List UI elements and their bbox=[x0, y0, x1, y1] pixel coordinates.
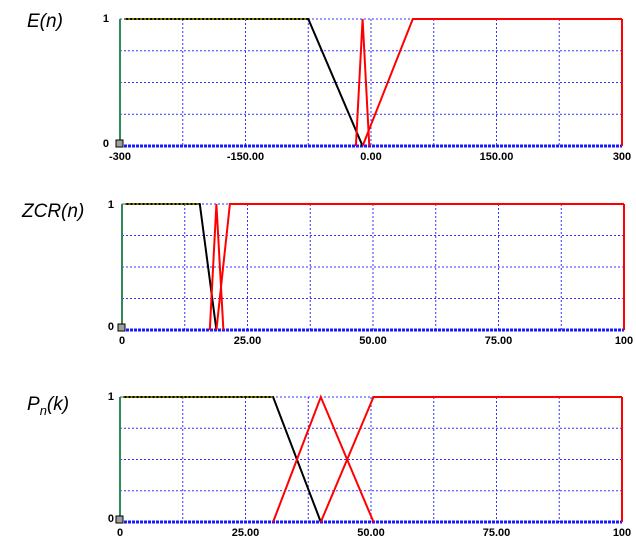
energy-series-1 bbox=[354, 18, 371, 147]
power-xtick-label: 25.00 bbox=[232, 527, 260, 539]
zcr-xticks: 0 25.00 50.00 75.00 100 bbox=[119, 335, 633, 347]
zcr-ytick-1: 1 bbox=[108, 199, 114, 211]
power-series-1 bbox=[272, 394, 375, 523]
energy-xticks: -300 -150.00 0.00 150.00 300 bbox=[109, 151, 631, 163]
energy-xtick-label: -300 bbox=[109, 151, 131, 163]
power-ylabel-main: P bbox=[27, 394, 40, 415]
energy-grid bbox=[115, 18, 622, 148]
power-ylabel-suffix: (k) bbox=[47, 394, 69, 415]
zcr-origin-marker bbox=[117, 323, 126, 332]
energy-xtick-label: 300 bbox=[613, 151, 631, 163]
zcr-xtick-label: 50.00 bbox=[359, 335, 387, 347]
energy-xtick-label: -150.00 bbox=[227, 151, 264, 163]
energy-xtick-label: 0.00 bbox=[360, 151, 381, 163]
zcr-xtick-label: 75.00 bbox=[485, 335, 513, 347]
power-xtick-label: 0 bbox=[117, 527, 123, 539]
zcr-ytick-0: 0 bbox=[108, 321, 114, 333]
energy-ylabel: E(n) bbox=[27, 11, 63, 32]
panel-energy: E(n) 1 0 -300 -150.00 0.00 150.00 300 bbox=[27, 11, 631, 163]
power-xtick-label: 75.00 bbox=[483, 527, 511, 539]
power-ylabel-sub: n bbox=[40, 403, 47, 418]
zcr-series bbox=[124, 203, 625, 331]
zcr-xtick-label: 100 bbox=[615, 335, 633, 347]
power-xtick-label: 100 bbox=[613, 527, 631, 539]
zcr-grid bbox=[117, 203, 624, 332]
power-ylabel: Pn(k) bbox=[27, 394, 69, 418]
power-xtick-label: 50.00 bbox=[357, 527, 385, 539]
energy-series-2 bbox=[361, 18, 622, 147]
power-origin-marker bbox=[115, 515, 124, 524]
energy-xtick-label: 150.00 bbox=[480, 151, 514, 163]
power-series bbox=[122, 394, 623, 523]
power-grid bbox=[115, 396, 622, 524]
power-ytick-1: 1 bbox=[108, 391, 114, 403]
power-xticks: 0 25.00 50.00 75.00 100 bbox=[117, 527, 631, 539]
power-ytick-0: 0 bbox=[108, 513, 114, 525]
zcr-ylabel: ZCR(n) bbox=[21, 201, 84, 222]
energy-series bbox=[124, 18, 623, 147]
energy-series-0 bbox=[124, 18, 364, 147]
power-series-0 bbox=[122, 396, 322, 523]
energy-ytick-0: 0 bbox=[103, 138, 109, 150]
zcr-series-2 bbox=[215, 203, 624, 331]
zcr-xtick-label: 0 bbox=[119, 335, 125, 347]
panel-power: Pn(k) 1 0 0 25.00 50.00 75.00 100 bbox=[27, 391, 631, 539]
zcr-xtick-label: 25.00 bbox=[234, 335, 262, 347]
energy-origin-marker bbox=[115, 139, 124, 148]
panel-zcr: ZCR(n) 1 0 0 25.00 50.00 75.00 100 bbox=[21, 199, 633, 347]
power-series-2 bbox=[319, 396, 622, 523]
energy-ytick-1: 1 bbox=[103, 13, 109, 25]
